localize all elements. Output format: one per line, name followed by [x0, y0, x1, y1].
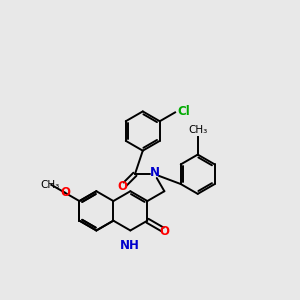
- Text: O: O: [60, 186, 70, 199]
- Text: CH₃: CH₃: [188, 125, 207, 135]
- Text: O: O: [117, 179, 127, 193]
- Text: NH: NH: [119, 239, 139, 252]
- Text: O: O: [159, 225, 169, 238]
- Text: CH₃: CH₃: [41, 180, 60, 190]
- Text: N: N: [150, 166, 160, 179]
- Text: Cl: Cl: [177, 105, 190, 118]
